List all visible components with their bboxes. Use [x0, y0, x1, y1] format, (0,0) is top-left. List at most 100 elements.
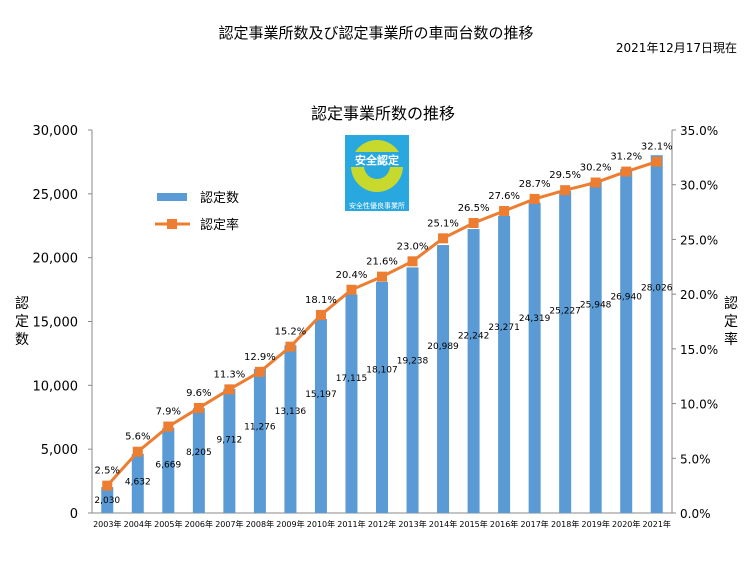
rate-marker: [590, 177, 601, 188]
x-tick-label: 2011年: [337, 519, 365, 529]
rate-marker: [621, 166, 632, 177]
rate-marker: [254, 366, 265, 377]
rate-marker: [407, 256, 418, 267]
rate-value-label: 27.6%: [488, 191, 520, 202]
y2-tick-label: 35.0%: [680, 124, 718, 138]
x-tick-label: 2015年: [459, 519, 487, 529]
y-axis-title-2: 定: [15, 314, 29, 330]
rate-value-label: 7.9%: [156, 407, 181, 418]
rate-marker: [377, 271, 387, 282]
bar: [498, 215, 511, 513]
rate-value-label: 31.2%: [610, 152, 642, 163]
bar: [650, 155, 663, 513]
x-tick-label: 2013年: [398, 519, 426, 529]
rate-value-label: 5.6%: [125, 432, 150, 443]
bar: [223, 389, 236, 513]
rate-marker: [132, 446, 143, 457]
bar-value-label: 18,107: [366, 366, 398, 376]
bar-value-label: 9,712: [216, 435, 242, 445]
rate-value-label: 21.6%: [366, 257, 398, 268]
rate-value-label: 29.5%: [549, 170, 581, 181]
bar-value-label: 24,319: [519, 314, 551, 324]
rate-value-label: 12.9%: [244, 352, 276, 363]
y-tick-label: 15,000: [33, 316, 79, 331]
bar-value-label: 25,227: [549, 307, 581, 317]
bar: [192, 408, 205, 513]
chart-title: 認定事業所数の推移: [311, 104, 455, 123]
bar: [406, 267, 419, 513]
y2-axis-title-3: 率: [724, 331, 738, 348]
date-label: 2021年12月17日現在: [616, 41, 737, 55]
x-tick-label: 2014年: [429, 519, 457, 529]
bar: [345, 294, 358, 513]
bar-value-label: 11,276: [244, 422, 276, 432]
rate-marker: [163, 421, 174, 432]
x-tick-label: 2021年: [643, 519, 671, 529]
y-tick-label: 5,000: [41, 443, 78, 458]
bar-value-label: 19,238: [397, 356, 429, 366]
bar-value-label: 4,632: [125, 478, 151, 488]
rate-value-label: 18.1%: [305, 295, 337, 306]
logo-subtext: 安全性優良事業所: [349, 201, 405, 210]
bar: [528, 202, 541, 513]
rate-marker: [468, 218, 479, 229]
legend-marker-swatch: [167, 219, 177, 229]
rate-marker: [529, 193, 540, 204]
bar-value-label: 25,948: [580, 301, 612, 311]
bar-value-label: 8,205: [186, 448, 212, 458]
rate-value-label: 32.1%: [641, 142, 673, 153]
x-tick-label: 2008年: [246, 519, 274, 529]
bar: [437, 245, 450, 513]
bar-value-label: 22,242: [458, 331, 490, 341]
rate-value-label: 20.4%: [336, 270, 368, 281]
rate-marker: [193, 402, 204, 413]
rate-value-label: 26.5%: [458, 203, 490, 214]
y-axis-title: 認 定 数: [15, 296, 29, 348]
y2-tick-label: 5.0%: [680, 452, 711, 466]
bar-value-label: 6,669: [155, 461, 181, 471]
y-tick-label: 25,000: [33, 188, 79, 203]
y2-axis-title-1: 認: [724, 296, 738, 312]
rate-value-label: 2.5%: [95, 466, 120, 477]
bar-value-label: 28,026: [641, 283, 673, 293]
bar-value-label: 17,115: [336, 374, 368, 384]
bar: [101, 487, 114, 513]
main-title: 認定事業所数及び認定事業所の車両台数の推移: [218, 24, 533, 42]
y-axis-title-3: 数: [15, 332, 29, 348]
rate-marker: [285, 341, 296, 352]
rate-value-label: 15.2%: [275, 327, 307, 338]
x-tick-label: 2010年: [307, 519, 335, 529]
rate-marker: [346, 284, 357, 295]
rate-value-label: 30.2%: [580, 163, 612, 174]
y-tick-label: 0: [70, 507, 78, 522]
y2-axis-title-2: 定: [724, 314, 738, 330]
rate-marker: [224, 384, 235, 395]
rate-value-label: 25.1%: [427, 218, 459, 229]
y-axis-title-1: 認: [15, 296, 29, 312]
y-tick-label: 10,000: [33, 379, 79, 394]
rate-value-label: 11.3%: [213, 369, 245, 380]
bar: [559, 190, 572, 513]
y2-tick-label: 20.0%: [680, 288, 718, 302]
x-tick-label: 2004年: [124, 519, 152, 529]
rate-marker: [499, 205, 510, 216]
bar: [467, 229, 480, 513]
bar-value-label: 23,271: [488, 323, 520, 333]
bar: [314, 318, 327, 513]
x-tick-label: 2005年: [154, 519, 182, 529]
logo: 安全認定 安全性優良事業所: [345, 135, 409, 211]
y2-tick-label: 30.0%: [680, 179, 718, 193]
y-tick-label: 20,000: [33, 252, 79, 267]
x-tick-label: 2009年: [276, 519, 304, 529]
y2-axis-title: 認 定 率: [724, 296, 738, 348]
x-tick-label: 2016年: [490, 519, 518, 529]
y-tick-label: 30,000: [33, 124, 79, 139]
rate-value-label: 28.7%: [519, 179, 551, 190]
x-tick-label: 2019年: [582, 519, 610, 529]
y2-tick-label: 15.0%: [680, 343, 718, 357]
bar: [131, 453, 144, 513]
y2-tick-label: 25.0%: [680, 233, 718, 247]
x-tick-label: 2003年: [93, 519, 121, 529]
